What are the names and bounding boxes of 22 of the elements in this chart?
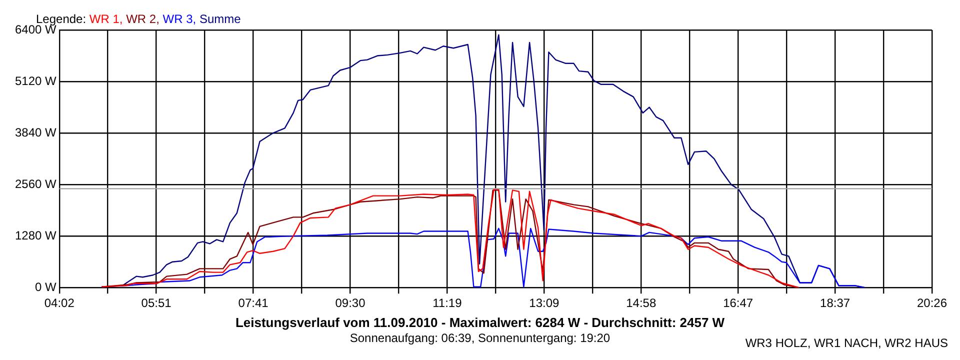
text: WR 2, [126,12,160,26]
text: Sonnenaufgang: 06:39, Sonnenuntergang: 19:20 [350,331,610,345]
text: Leistungsverlauf vom 11.09.2010 - Maximalwert: 6284 W - Durchschnitt: 2457 W [234,314,726,331]
x-tick-label: 04:02 [44,296,75,310]
y-tick-label: 1280 W [14,228,58,242]
text: WR 1, [89,12,124,26]
x-tick-label: 20:26 [916,296,948,310]
y-tick-label: 2560 W [14,176,58,191]
x-tick-label: 07:41 [238,296,269,310]
x-tick-label: 09:30 [335,296,366,310]
x-tick-label: 05:51 [141,296,172,310]
text: WR 3, [162,12,198,26]
y-tick-label: 3840 W [14,125,58,140]
x-tick-label: 13:09 [529,296,560,310]
y-tick-label: 5120 W [14,74,58,88]
x-tick-label: 11:19 [432,296,462,310]
x-tick-label: 16:47 [723,296,754,310]
text: WR3 HOLZ, WR1 NACH, WR2 HAUS [745,336,948,350]
x-tick-label: 14:58 [626,296,656,310]
x-tick-label: 18:37 [820,296,850,310]
y-tick-label: 0 W [35,280,58,294]
text: Summe [199,12,241,26]
